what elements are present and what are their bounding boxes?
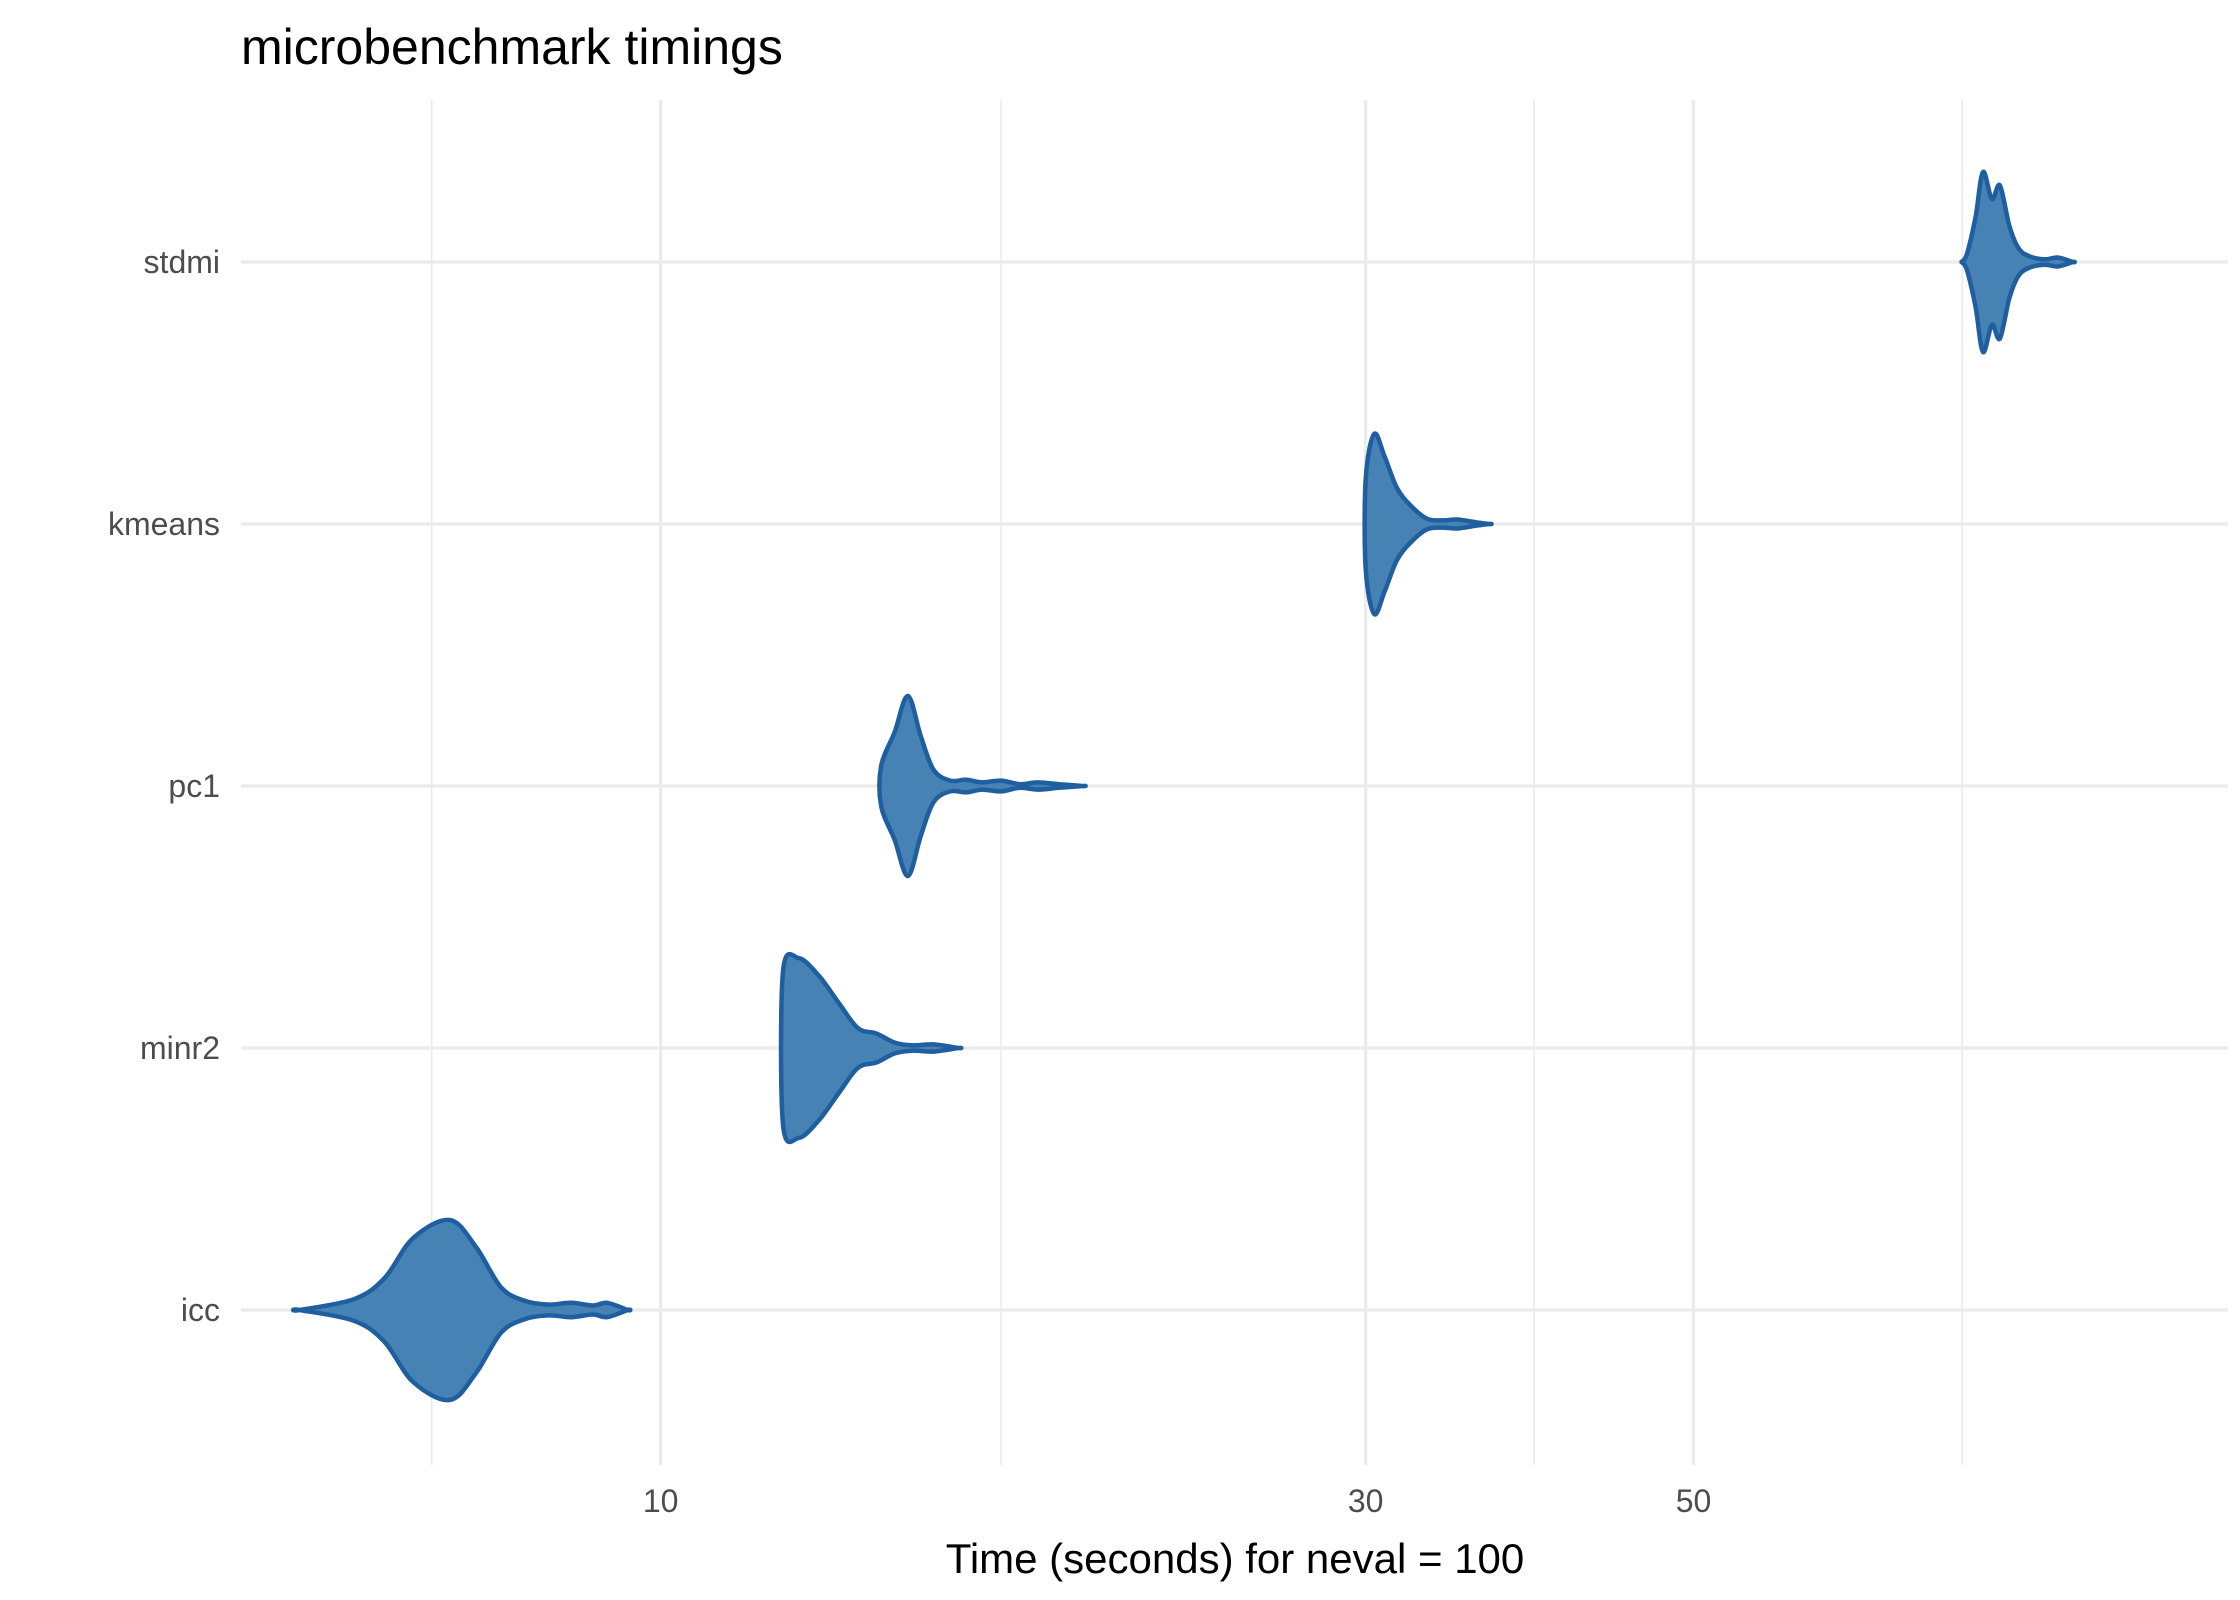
y-tick-label: kmeans: [108, 506, 220, 542]
chart-title: microbenchmark timings: [241, 19, 783, 75]
violin-stdmi: [1959, 169, 2077, 355]
y-tick-labels: icc minr2 pc1 kmeans stdmi: [108, 244, 220, 1328]
x-tick-label: 50: [1676, 1483, 1712, 1519]
y-tick-label: minr2: [140, 1030, 220, 1066]
x-tick-label: 30: [1348, 1483, 1384, 1519]
y-tick-label: pc1: [168, 768, 220, 804]
violin-minr2: [778, 951, 964, 1145]
violins: [290, 169, 2077, 1403]
violin-kmeans: [1362, 431, 1494, 617]
x-tick-label: 10: [643, 1483, 679, 1519]
grid-lines: [241, 100, 2228, 1465]
y-tick-label: stdmi: [144, 244, 220, 280]
violin-pc1: [877, 693, 1088, 879]
y-tick-label: icc: [181, 1292, 220, 1328]
violin-icc: [290, 1217, 633, 1403]
x-axis-label: Time (seconds) for neval = 100: [946, 1535, 1525, 1582]
x-tick-labels: 10 30 50: [643, 1483, 1711, 1519]
